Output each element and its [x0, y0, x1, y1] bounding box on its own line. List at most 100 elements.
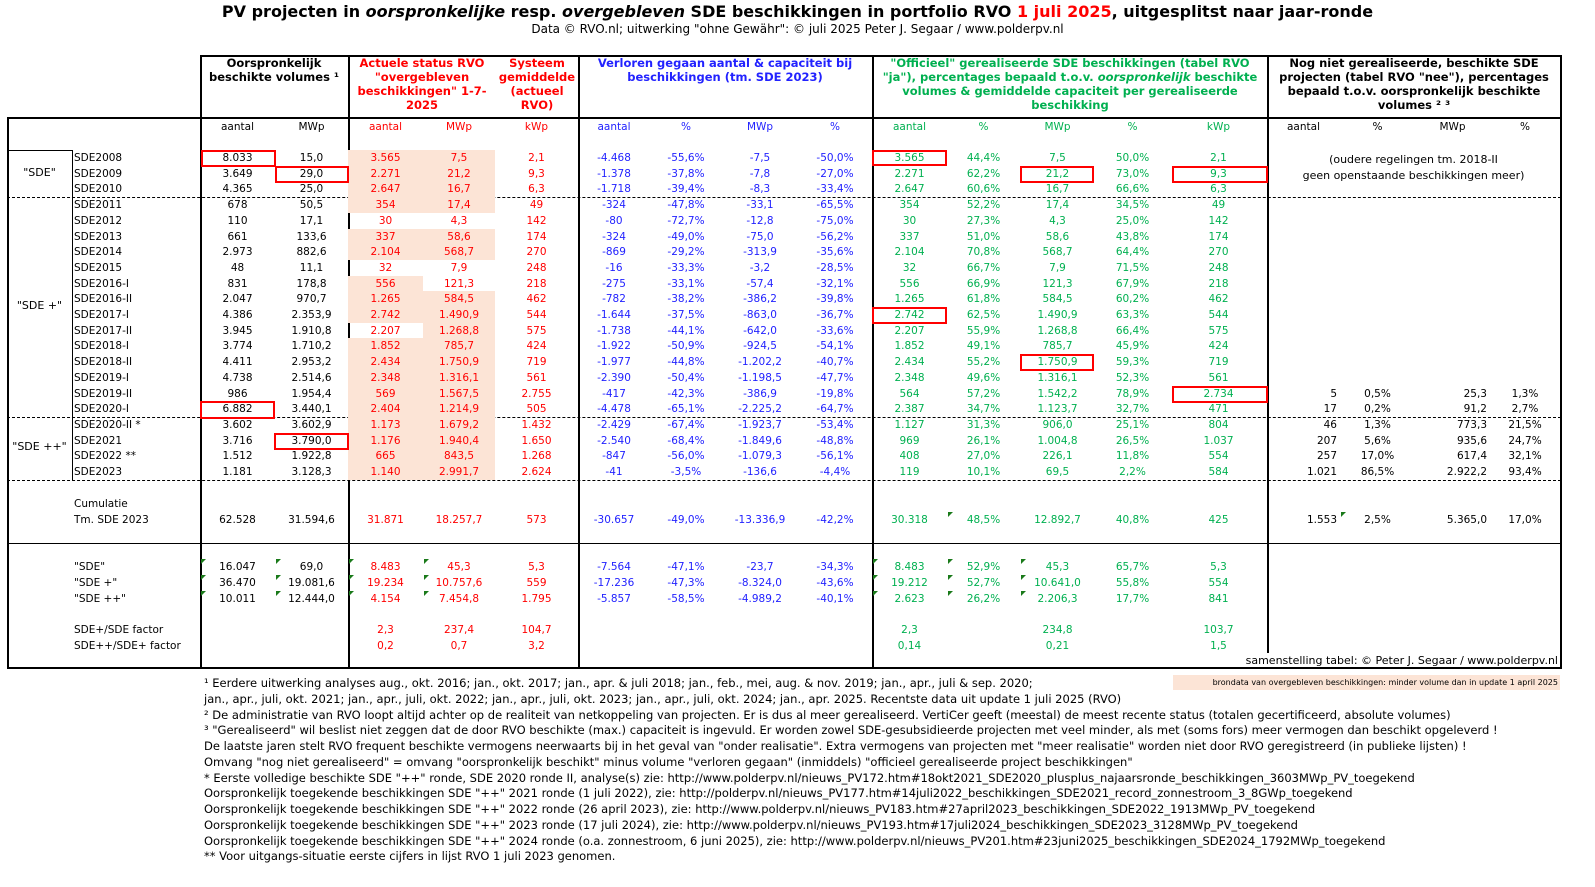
cell-orig-aantal: 62.528 — [219, 514, 256, 526]
cell-actual-kwp: 2.755 — [521, 387, 552, 400]
cell-real-aantal: 2.742 — [894, 309, 925, 321]
cell-open-mwp: 2.922,2 — [1446, 466, 1487, 478]
row-label: SDE2019-I — [74, 371, 129, 384]
cell-lost-mwp-pct: -50,0% — [816, 152, 854, 164]
cell-real-pct: 70,8% — [966, 246, 1001, 259]
cell-actual-kwp: 142 — [526, 214, 547, 227]
cell-lost-mwp: -1.923,7 — [738, 418, 782, 431]
cell-real-pct: 34,7% — [966, 403, 1001, 416]
cell-real-mwp: 7,9 — [1049, 261, 1066, 274]
cell-actual-kwp: 2,1 — [528, 152, 545, 164]
cell-open-pct: 1,3% — [1364, 418, 1391, 431]
cell-lost-mwp-pct: -32,1% — [816, 277, 854, 290]
column-header: kWp — [1206, 121, 1231, 133]
cell-real-kwp: 575 — [1208, 324, 1229, 337]
cell-actual-aantal: 2.434 — [348, 354, 423, 371]
cell-real-mwp-pct: 2,2% — [1119, 466, 1146, 478]
cell-orig-mwp: 3.790,0 — [291, 434, 332, 447]
row-label: "SDE" — [74, 561, 106, 573]
row-label: SDE2014 — [74, 246, 123, 259]
row-label: SDE2016-I — [74, 277, 129, 290]
row-label: SDE2019-II — [74, 387, 133, 400]
cell-orig-mwp: 2.353,9 — [291, 309, 332, 321]
cell-real-aantal: 1.265 — [894, 293, 925, 306]
cell-real-pct: 52,9% — [947, 559, 1020, 575]
highlight-box — [872, 150, 947, 166]
cell-orig-mwp: 882,6 — [296, 246, 327, 259]
cell-open-pct: 0,2% — [1364, 403, 1391, 416]
cell-real-pct: 49,6% — [966, 371, 1001, 384]
cell-open-aantal: 257 — [1316, 450, 1337, 463]
cell-real-mwp-pct: 26,5% — [1115, 434, 1150, 447]
cell-lost-aantal: -1.644 — [597, 309, 631, 321]
cell-lost-mwp-pct: -34,3% — [816, 561, 854, 573]
cell-lost-mwp-pct: -75,0% — [816, 214, 854, 227]
cell-open-mwp: 617,4 — [1456, 450, 1487, 463]
cell-open-pct: 0,5% — [1364, 387, 1391, 400]
cell-open-mwp-pct: 93,4% — [1508, 466, 1542, 478]
cell-real-mwp-pct: 43,8% — [1115, 230, 1150, 243]
cell-lost-mwp: -313,9 — [743, 246, 777, 259]
footnote-line: Oorspronkelijk toegekende beschikkingen … — [204, 817, 1298, 832]
cell-real-mwp-pct: 65,7% — [1115, 561, 1150, 573]
footnote-line: Oorspronkelijk toegekende beschikkingen … — [204, 786, 1353, 801]
table-line — [72, 150, 73, 480]
cumulative-label: Cumulatie — [74, 498, 128, 510]
row-label: SDE2023 — [74, 466, 123, 478]
cell-lost-aantal: -1.718 — [597, 183, 631, 196]
cell-real-pct: 26,1% — [966, 434, 1001, 447]
cell-actual-mwp: 843,5 — [423, 448, 495, 465]
group-label-sde-plusplus: "SDE ++" — [12, 440, 67, 453]
cell-lost-mwp-pct: -42,2% — [816, 514, 854, 526]
cell-lost-mwp-pct: -40,7% — [816, 356, 854, 369]
cell-orig-aantal: 10.011 — [200, 591, 275, 607]
cell-real-mwp: 906,0 — [1042, 418, 1073, 431]
cell-real-mwp: 0,21 — [1045, 640, 1070, 652]
cell-lost-mwp: -642,0 — [743, 324, 777, 337]
cell-real-kwp: 424 — [1208, 340, 1229, 353]
footnote-line: ¹ Eerdere uitwerking analyses aug., okt.… — [204, 676, 1033, 690]
cell-lost-mwp: -33,1 — [746, 199, 774, 212]
row-label: SDE+/SDE factor — [74, 624, 164, 636]
table-line — [7, 117, 1561, 119]
cell-actual-kwp: 6,3 — [528, 183, 545, 196]
cell-real-pct: 27,0% — [966, 450, 1001, 463]
cell-orig-mwp: 970,7 — [296, 293, 327, 306]
row-label: SDE2021 — [74, 434, 123, 447]
cell-real-mwp-pct: 71,5% — [1115, 261, 1150, 274]
cell-real-kwp: 719 — [1208, 356, 1229, 369]
cell-real-aantal: 0,14 — [897, 640, 922, 652]
cell-lost-mwp-pct: -48,8% — [816, 434, 854, 447]
cell-real-aantal: 2.271 — [894, 167, 925, 180]
cell-lost-pct: -47,3% — [667, 577, 705, 589]
cell-actual-kwp: 1.795 — [521, 593, 552, 605]
cell-actual-kwp: 719 — [526, 356, 547, 369]
cell-real-kwp: 471 — [1208, 403, 1229, 416]
column-header: % — [681, 121, 691, 133]
cell-orig-mwp: 3.128,3 — [291, 466, 332, 478]
header-realized-italic: oorspronkelijk — [1097, 70, 1191, 84]
cell-actual-aantal: 32 — [378, 261, 393, 274]
row-divider-dashed — [7, 480, 1561, 481]
cell-actual-kwp: 218 — [526, 277, 547, 290]
cell-lost-mwp-pct: -56,2% — [816, 230, 854, 243]
cell-orig-aantal: 4.365 — [222, 183, 253, 196]
cell-real-kwp: 9,3 — [1210, 167, 1227, 180]
cell-real-pct: 51,0% — [966, 230, 1001, 243]
footnote-line: ² De administratie van RVO loopt altijd … — [204, 707, 1451, 722]
cell-real-aantal: 2.207 — [894, 324, 925, 337]
cell-real-pct: 60,6% — [966, 183, 1001, 196]
cell-actual-mwp: 1.567,5 — [423, 385, 495, 402]
cell-real-pct: 31,3% — [966, 418, 1001, 431]
footnote-line: Oorspronkelijk toegekende beschikkingen … — [204, 802, 1316, 816]
cell-lost-pct: -37,5% — [667, 309, 705, 321]
cell-actual-mwp: 568,7 — [423, 244, 495, 261]
cell-actual-kwp: 174 — [526, 230, 547, 243]
cell-real-aantal: 32 — [902, 261, 917, 274]
row-label: SDE2015 — [74, 261, 123, 274]
cell-actual-mwp: 1.490,9 — [423, 307, 495, 323]
row-label: SDE2013 — [74, 230, 123, 243]
highlight-box — [275, 166, 349, 183]
older-schemes-note: (oudere regelingen tm. 2018-II geen open… — [1267, 152, 1560, 184]
cell-orig-mwp: 29,0 — [299, 167, 324, 180]
